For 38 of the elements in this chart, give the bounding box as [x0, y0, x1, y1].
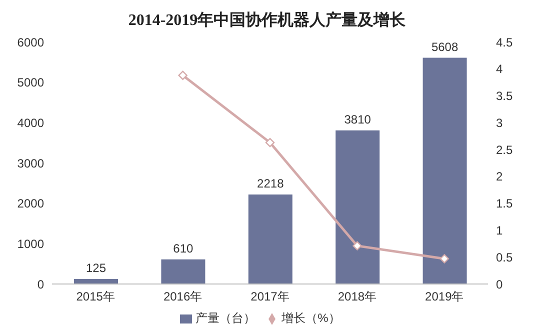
x-tick-label: 2017年	[250, 290, 290, 304]
y2-tick-label: 0	[496, 277, 503, 292]
x-tick-label: 2018年	[338, 290, 377, 304]
y2-tick-label: 0.5	[496, 250, 514, 264]
y2-tick-label: 3	[496, 116, 503, 130]
bar	[248, 194, 292, 284]
data-label: 125	[86, 260, 106, 275]
x-tick-label: 2016年	[163, 290, 202, 304]
data-label: 5608	[431, 40, 458, 54]
x-tick-label: 2019年	[425, 290, 464, 304]
y-tick-label: 1000	[17, 236, 44, 251]
point	[265, 138, 275, 148]
legend-label: 增长（%）	[282, 311, 340, 325]
legend-label: 产量（台）	[196, 311, 256, 325]
y2-tick-label: 1	[496, 223, 503, 238]
y-tick-label: 5000	[17, 76, 44, 90]
y-tick-label: 4000	[17, 116, 44, 130]
y-tick-label: 2000	[17, 196, 44, 211]
data-label: 3810	[344, 112, 372, 126]
y-tick-label: 6000	[17, 35, 44, 50]
y2-tick-label: 2.5	[496, 142, 514, 157]
y2-tick-label: 4.5	[496, 35, 514, 50]
y2-tick-label: 2	[496, 170, 503, 184]
y2-tick-label: 3.5	[496, 89, 514, 104]
bar	[422, 58, 467, 284]
y2-tick-label: 1.5	[496, 196, 514, 211]
data-label: 610	[173, 241, 194, 256]
bar	[336, 130, 380, 284]
bar	[161, 259, 206, 284]
point	[440, 254, 449, 264]
data-label: 2218	[257, 176, 284, 191]
chart-title: 2014-2019年中国协作机器人产量及增长	[127, 10, 407, 31]
point	[178, 70, 188, 80]
y2-tick-label: 4	[496, 62, 503, 76]
y-tick-label: 0	[37, 277, 44, 292]
x-tick-label: 2015年	[76, 290, 115, 304]
point	[352, 241, 362, 250]
y-tick-label: 3000	[17, 156, 44, 170]
